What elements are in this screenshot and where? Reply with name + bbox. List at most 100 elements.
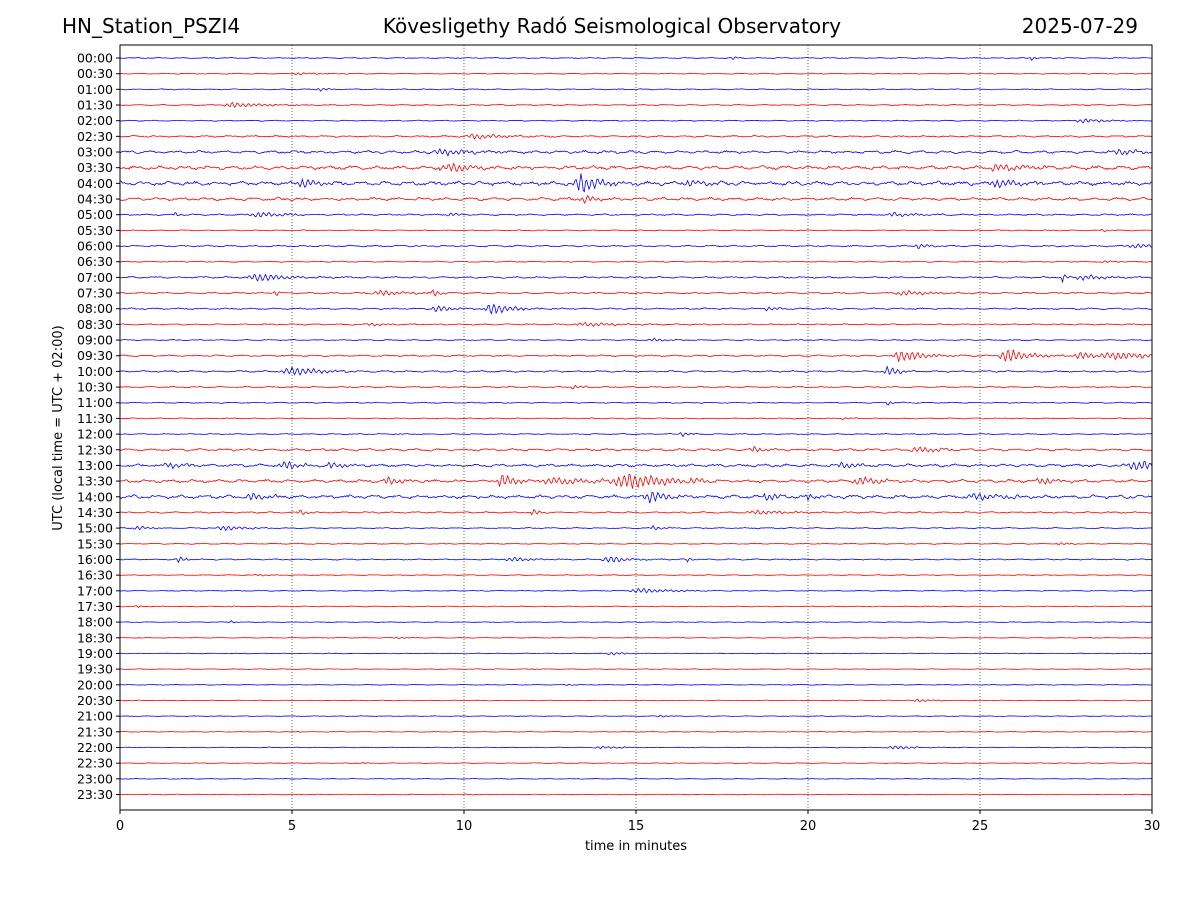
- trace-1500: [119, 525, 1153, 531]
- trace-1730: [119, 605, 1153, 609]
- y-tick-label-28: 14:00: [77, 489, 113, 504]
- y-tick-label-20: 10:00: [77, 364, 113, 379]
- station-name: HN_Station_PSZI4: [62, 14, 241, 38]
- x-axis: 0 5 10 15 20 25 30: [116, 810, 1160, 834]
- trace-0100: [119, 87, 1153, 92]
- x-tick-label-6: 30: [1144, 819, 1161, 834]
- y-tick-label-16: 08:00: [77, 301, 113, 316]
- y-tick-label-37: 18:30: [77, 630, 113, 645]
- y-tick-label-42: 21:00: [77, 709, 113, 724]
- y-tick-label-2: 01:00: [77, 82, 113, 97]
- trace-1330: [119, 473, 1153, 489]
- trace-1930: [119, 668, 1153, 671]
- y-tick-label-35: 17:30: [77, 599, 113, 614]
- y-tick-label-24: 12:00: [77, 427, 113, 442]
- x-tick-label-0: 0: [116, 819, 124, 834]
- y-tick-label-26: 13:00: [77, 458, 113, 473]
- y-tick-label-17: 08:30: [77, 317, 113, 332]
- trace-1800: [119, 620, 1153, 624]
- y-tick-label-1: 00:30: [77, 66, 113, 81]
- y-tick-label-45: 22:30: [77, 756, 113, 771]
- y-tick-label-5: 02:30: [77, 129, 113, 144]
- y-tick-label-44: 22:00: [77, 740, 113, 755]
- y-tick-label-22: 11:00: [77, 395, 113, 410]
- trace-0230: [119, 133, 1153, 140]
- trace-0400: [119, 173, 1153, 193]
- y-tick-label-46: 23:00: [77, 771, 113, 786]
- y-tick-label-43: 21:30: [77, 724, 113, 739]
- trace-0600: [119, 243, 1153, 249]
- trace-1400: [119, 491, 1153, 504]
- trace-2330: [119, 793, 1153, 796]
- y-tick-label-23: 11:30: [77, 411, 113, 426]
- trace-2100: [119, 714, 1153, 718]
- trace-1130: [119, 417, 1153, 421]
- trace-0800: [119, 303, 1153, 315]
- y-tick-label-47: 23:30: [77, 787, 113, 802]
- trace-0030: [119, 72, 1153, 76]
- trace-0630: [119, 260, 1153, 263]
- trace-1100: [119, 401, 1153, 406]
- trace-1900: [119, 652, 1153, 656]
- y-axis: 00:0000:3001:0001:3002:0002:3003:0003:30…: [77, 51, 120, 802]
- x-tick-label-3: 15: [628, 819, 645, 834]
- trace-1000: [119, 365, 1153, 376]
- trace-0530: [119, 228, 1153, 233]
- y-tick-label-18: 09:00: [77, 333, 113, 348]
- trace-0130: [119, 101, 1153, 109]
- trace-1030: [119, 384, 1153, 390]
- trace-2230: [119, 762, 1153, 765]
- trace-0930: [119, 349, 1153, 362]
- trace-0700: [119, 273, 1153, 284]
- trace-1230: [119, 445, 1153, 453]
- trace-2030: [119, 698, 1153, 703]
- y-tick-label-40: 20:00: [77, 677, 113, 692]
- x-tick-label-1: 5: [288, 819, 296, 834]
- trace-0730: [119, 289, 1153, 297]
- trace-0000: [119, 56, 1153, 61]
- trace-1700: [119, 587, 1153, 594]
- y-tick-label-13: 06:30: [77, 254, 113, 269]
- trace-0500: [119, 211, 1153, 218]
- y-tick-label-39: 19:30: [77, 662, 113, 677]
- y-tick-label-36: 18:00: [77, 615, 113, 630]
- trace-2130: [119, 730, 1153, 733]
- trace-0330: [119, 162, 1153, 173]
- y-tick-label-25: 12:30: [77, 442, 113, 457]
- y-tick-label-29: 14:30: [77, 505, 113, 520]
- y-tick-label-15: 07:30: [77, 286, 113, 301]
- trace-0200: [119, 118, 1153, 124]
- chart-title: Kövesligethy Radó Seismological Observat…: [382, 14, 842, 38]
- x-tick-label-2: 10: [456, 819, 473, 834]
- trace-1830: [119, 636, 1153, 640]
- chart-date: 2025-07-29: [1021, 14, 1138, 38]
- y-tick-label-41: 20:30: [77, 693, 113, 708]
- y-tick-label-30: 15:00: [77, 521, 113, 536]
- x-tick-label-5: 25: [972, 819, 989, 834]
- y-tick-label-34: 17:00: [77, 583, 113, 598]
- y-tick-label-27: 13:30: [77, 474, 113, 489]
- trace-1200: [119, 432, 1153, 438]
- y-tick-label-14: 07:00: [77, 270, 113, 285]
- y-axis-label: UTC (local time = UTC + 02:00): [51, 325, 66, 530]
- y-tick-label-6: 03:00: [77, 145, 113, 160]
- y-tick-label-33: 16:30: [77, 568, 113, 583]
- trace-0830: [119, 322, 1153, 327]
- y-tick-label-7: 03:30: [77, 160, 113, 175]
- y-tick-label-32: 16:00: [77, 552, 113, 567]
- trace-2300: [119, 777, 1153, 780]
- y-tick-label-38: 19:00: [77, 646, 113, 661]
- trace-0900: [119, 337, 1153, 342]
- y-tick-label-31: 15:30: [77, 536, 113, 551]
- trace-1430: [119, 508, 1153, 516]
- grid-lines: [291, 45, 981, 810]
- trace-0430: [119, 194, 1153, 204]
- y-tick-label-11: 05:30: [77, 223, 113, 238]
- x-tick-label-4: 20: [800, 819, 817, 834]
- trace-1630: [119, 573, 1153, 577]
- y-tick-label-12: 06:00: [77, 239, 113, 254]
- y-tick-label-0: 00:00: [77, 51, 113, 66]
- y-tick-label-10: 05:00: [77, 207, 113, 222]
- trace-1600: [119, 556, 1153, 564]
